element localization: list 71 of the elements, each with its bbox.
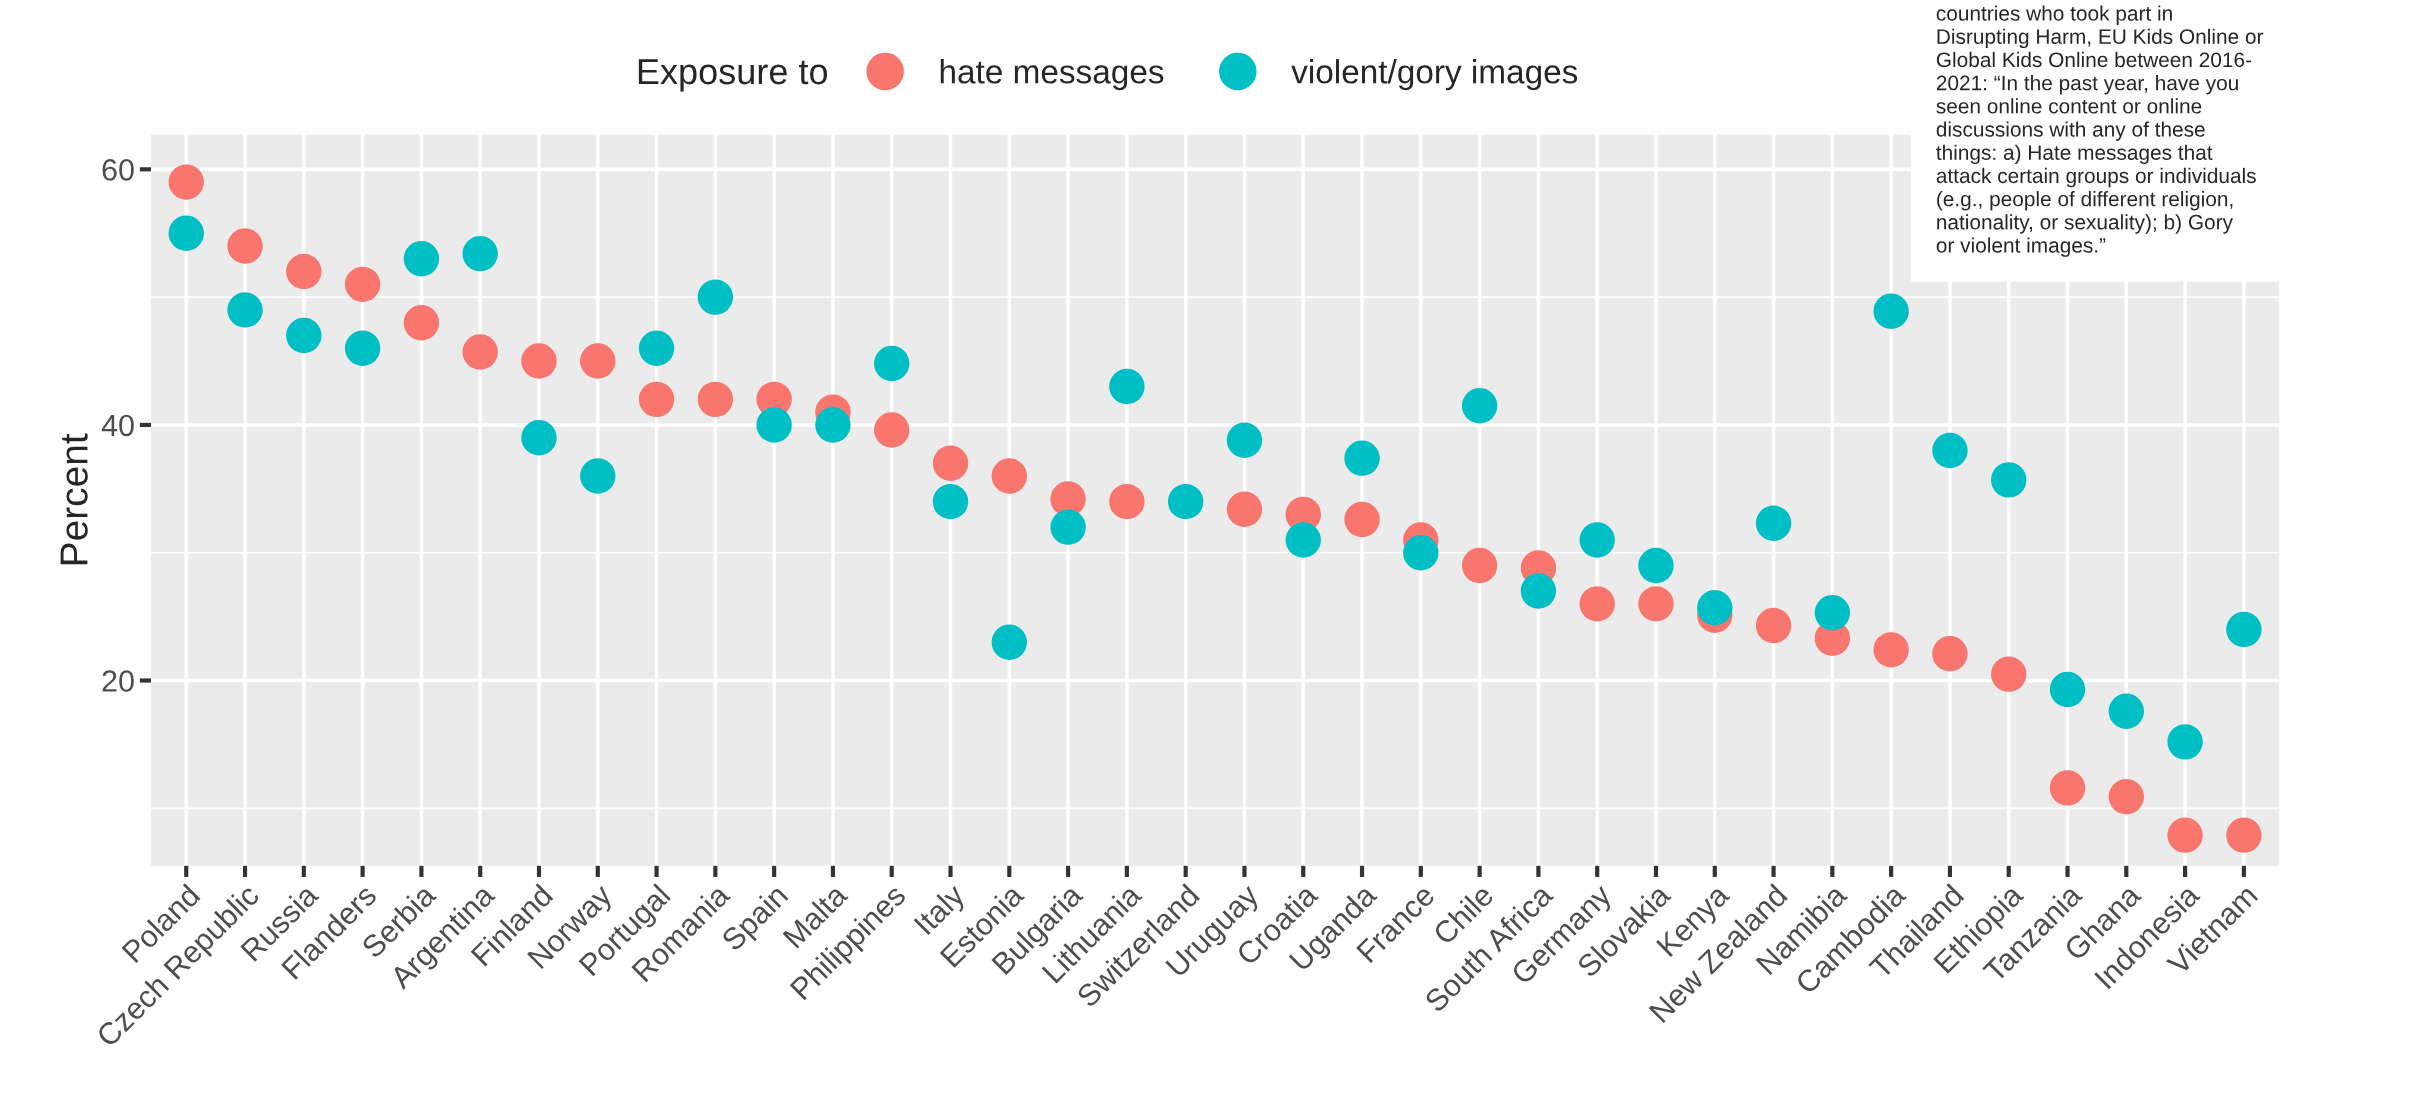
point bbox=[1991, 656, 2027, 692]
point bbox=[344, 330, 381, 366]
legend-label: hate messages bbox=[940, 59, 1164, 91]
point bbox=[403, 304, 440, 341]
point bbox=[462, 235, 498, 272]
point bbox=[1403, 535, 1439, 571]
point bbox=[1050, 509, 1086, 545]
point bbox=[815, 407, 851, 443]
point bbox=[168, 215, 204, 251]
point bbox=[2226, 817, 2262, 853]
point bbox=[932, 483, 969, 520]
point bbox=[1109, 483, 1145, 520]
point bbox=[1991, 462, 2027, 498]
point bbox=[1344, 440, 1380, 476]
point bbox=[991, 458, 1028, 494]
point bbox=[580, 343, 616, 379]
y-axis-title: Percent bbox=[60, 433, 88, 565]
point bbox=[1344, 501, 1380, 538]
point bbox=[1814, 595, 1851, 631]
point bbox=[638, 330, 675, 366]
y-tick-label: 20 bbox=[102, 670, 134, 692]
point bbox=[1109, 368, 1145, 405]
point bbox=[2108, 779, 2145, 815]
point bbox=[2226, 611, 2262, 648]
point bbox=[1638, 547, 1674, 584]
point bbox=[286, 317, 322, 354]
point bbox=[1873, 632, 1909, 668]
point bbox=[697, 381, 734, 418]
point bbox=[1755, 505, 1792, 542]
point bbox=[462, 334, 498, 370]
point bbox=[1226, 422, 1263, 458]
point bbox=[227, 228, 263, 264]
point bbox=[1873, 293, 1909, 329]
point bbox=[1285, 522, 1321, 558]
point bbox=[991, 624, 1028, 660]
point bbox=[932, 445, 969, 481]
point bbox=[1579, 586, 1615, 622]
point bbox=[1461, 388, 1498, 424]
point bbox=[168, 164, 204, 200]
point bbox=[1461, 547, 1498, 584]
point bbox=[286, 253, 322, 290]
point bbox=[2167, 817, 2203, 853]
point bbox=[1697, 589, 1733, 626]
point bbox=[1167, 483, 1204, 520]
legend-title: Exposure to bbox=[638, 59, 828, 92]
point bbox=[1638, 586, 1674, 622]
point bbox=[874, 412, 910, 448]
point bbox=[580, 458, 616, 494]
point bbox=[756, 407, 792, 443]
point bbox=[521, 420, 557, 456]
y-tick-label: 60 bbox=[102, 159, 134, 181]
point bbox=[2108, 693, 2145, 729]
point bbox=[1226, 491, 1263, 527]
point bbox=[874, 345, 910, 382]
point bbox=[1932, 432, 1968, 469]
legend-label: violent/gory images bbox=[1291, 59, 1578, 91]
point bbox=[638, 381, 675, 418]
point bbox=[521, 343, 557, 379]
point bbox=[1520, 573, 1557, 609]
point bbox=[344, 266, 381, 303]
point bbox=[1755, 607, 1792, 644]
point bbox=[1932, 635, 1968, 672]
point bbox=[227, 292, 263, 328]
point bbox=[2049, 770, 2086, 806]
point bbox=[697, 279, 734, 315]
point bbox=[2049, 671, 2086, 708]
y-tick-label: 40 bbox=[101, 414, 134, 437]
point bbox=[1579, 522, 1615, 558]
point bbox=[403, 241, 440, 277]
text: countries who took part in Disrupting Harm, EU Kids Online or Global Kids Online between 2016- 2021: “In the past year, have you seen online content or online discussions with any of these things: a) Hate messages that attack certain groups or individuals (e.g., people of different religion, nationality, or sexuality); b) Gory or violent images.” bbox=[1936, 5, 2264, 257]
point bbox=[2167, 724, 2203, 760]
